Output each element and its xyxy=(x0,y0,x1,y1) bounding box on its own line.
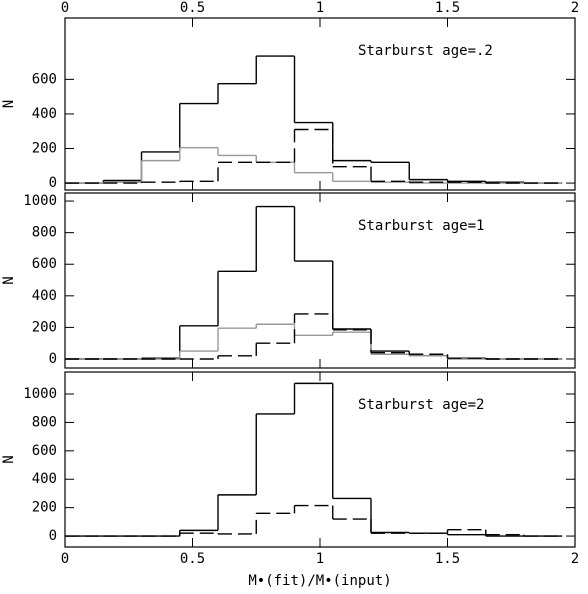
x-tick-label: 0.5 xyxy=(180,0,205,16)
panel-frame xyxy=(64,371,576,548)
y-tick-label: 0 xyxy=(49,351,57,367)
y-axis-label: N xyxy=(1,276,17,284)
y-tick-label: 1000 xyxy=(23,193,57,209)
y-tick-label: 200 xyxy=(32,500,57,516)
x-tick-label: 0.5 xyxy=(180,551,205,567)
annotation: Starburst age=.2 xyxy=(358,43,493,59)
y-tick-label: 1000 xyxy=(23,386,57,402)
y-axis-label: N xyxy=(1,100,17,108)
x-tick-label: 2 xyxy=(571,0,579,16)
y-tick-label: 600 xyxy=(32,71,57,87)
x-tick-label: 0 xyxy=(61,0,69,16)
y-tick-label: 800 xyxy=(32,225,57,241)
y-tick-label: 400 xyxy=(32,288,57,304)
x-tick-label: 2 xyxy=(571,551,579,567)
x-tick-label: 1 xyxy=(316,0,324,16)
y-tick-label: 0 xyxy=(49,175,57,191)
annotation: Starburst age=1 xyxy=(358,218,484,234)
y-tick-label: 600 xyxy=(32,443,57,459)
x-axis-label: M•(fit)/M•(input) xyxy=(248,573,391,589)
x-tick-label: 1.5 xyxy=(435,0,460,16)
x-tick-label: 1.5 xyxy=(435,551,460,567)
y-tick-label: 200 xyxy=(32,319,57,335)
y-tick-label: 400 xyxy=(32,106,57,122)
annotation: Starburst age=2 xyxy=(358,397,484,413)
y-tick-label: 400 xyxy=(32,471,57,487)
x-tick-label: 0 xyxy=(61,551,69,567)
x-tick-label: 1 xyxy=(316,551,324,567)
y-tick-label: 0 xyxy=(49,528,57,544)
y-axis-label: N xyxy=(1,455,17,463)
y-tick-label: 600 xyxy=(32,256,57,272)
panel-frame xyxy=(64,192,576,369)
y-tick-label: 200 xyxy=(32,141,57,157)
y-tick-label: 800 xyxy=(32,414,57,430)
